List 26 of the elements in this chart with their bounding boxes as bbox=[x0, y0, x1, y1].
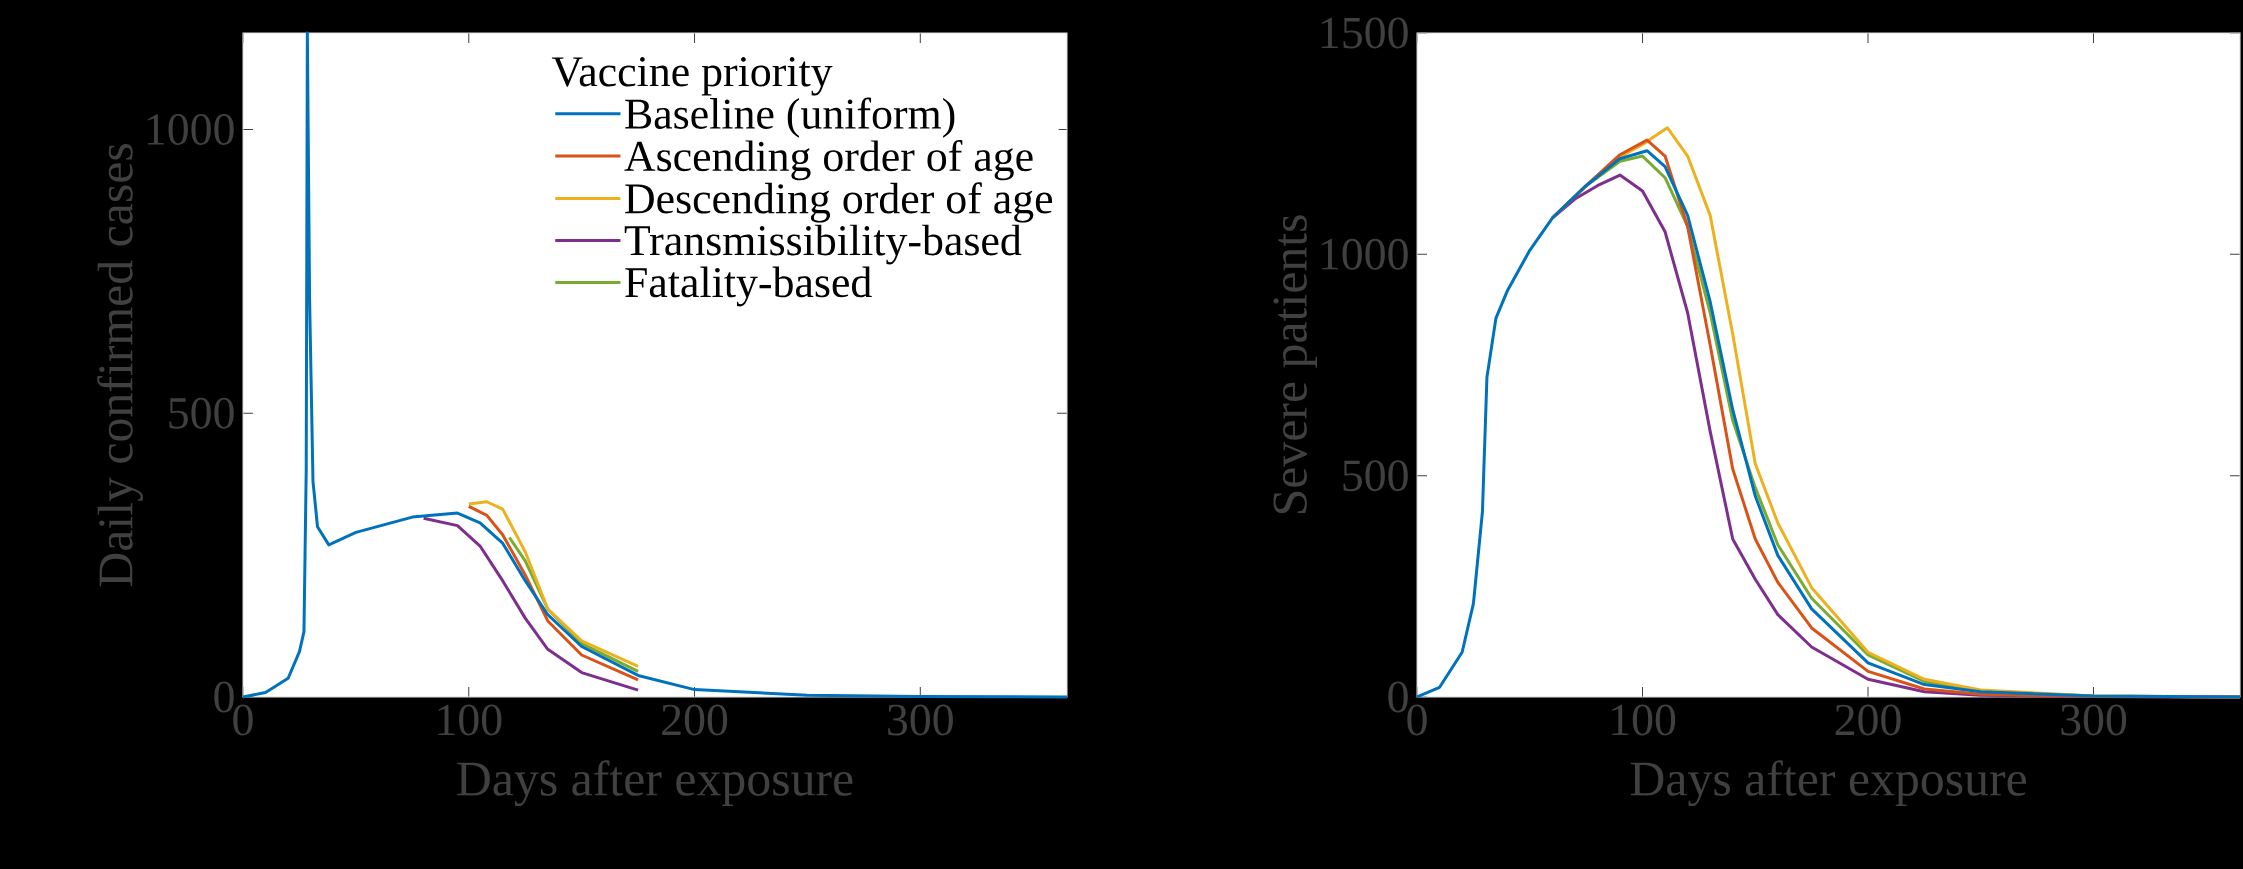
y-tick-label: 500 bbox=[169, 397, 234, 429]
y-tick-label: 500 bbox=[1343, 460, 1408, 492]
legend-title: Vaccine priority bbox=[551, 57, 833, 96]
y-axis-title: Daily confirmed cases bbox=[97, 144, 143, 587]
y-tick-label: 0 bbox=[214, 681, 234, 713]
x-tick-label: 300 bbox=[2061, 704, 2127, 736]
x-tick-label: 200 bbox=[1835, 704, 1901, 736]
legend-label: Transmissibility-based bbox=[624, 224, 1022, 265]
line-series bbox=[1415, 149, 2242, 699]
x-axis-title: Days after exposure bbox=[457, 760, 853, 807]
x-tick-label: 200 bbox=[662, 704, 728, 736]
line-series bbox=[241, 31, 1069, 699]
x-axis-title: Days after exposure bbox=[1630, 760, 2026, 807]
y-axis-title: Severe patients bbox=[1273, 215, 1318, 514]
y-tick-label: 0 bbox=[1388, 681, 1408, 713]
legend-label: Baseline (uniform) bbox=[625, 97, 955, 138]
x-tick-label: 300 bbox=[888, 704, 953, 736]
x-tick-label: 100 bbox=[1612, 704, 1676, 736]
legend-label: Ascending order of age bbox=[624, 139, 1033, 181]
legend-label: Fatality-based bbox=[625, 266, 872, 307]
y-tick-label: 1000 bbox=[1321, 238, 1408, 270]
y-tick-label: 1000 bbox=[147, 113, 234, 145]
y-tick-label: 1500 bbox=[1321, 17, 1408, 49]
x-tick-label: 100 bbox=[438, 704, 502, 736]
line-series bbox=[422, 516, 640, 692]
legend-label: Descending order of age bbox=[625, 182, 1053, 223]
